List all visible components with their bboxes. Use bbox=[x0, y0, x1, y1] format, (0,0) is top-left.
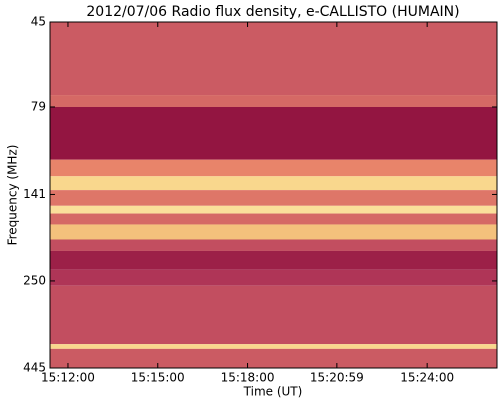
y-tick-label: 445 bbox=[23, 361, 46, 375]
spectrum-band bbox=[50, 106, 497, 160]
plot-area bbox=[50, 22, 497, 368]
x-tick-label: 15:24:00 bbox=[400, 371, 454, 385]
y-tick-label: 45 bbox=[31, 15, 46, 29]
x-tick-label: 15:20:59 bbox=[310, 371, 364, 385]
chart-title: 2012/07/06 Radio flux density, e-CALLIST… bbox=[86, 4, 459, 20]
spectrum-band bbox=[50, 239, 497, 251]
spectrum-band bbox=[50, 269, 497, 286]
spectrum-band bbox=[50, 95, 497, 107]
y-tick-label: 250 bbox=[23, 273, 46, 287]
spectrum-band bbox=[50, 348, 497, 368]
y-axis-label: Frequency (MHz) bbox=[6, 145, 20, 246]
y-tick-label: 141 bbox=[23, 187, 46, 201]
x-tick-label: 15:15:00 bbox=[131, 371, 185, 385]
spectrum-band bbox=[50, 344, 497, 349]
x-tick-label: 15:12:00 bbox=[41, 371, 95, 385]
x-tick-label: 15:18:00 bbox=[221, 371, 275, 385]
x-axis-label: Time (UT) bbox=[243, 385, 303, 399]
spectrum-band bbox=[50, 176, 497, 191]
spectrum-band bbox=[50, 205, 497, 214]
spectrum-band bbox=[50, 285, 497, 345]
spectrum-band bbox=[50, 22, 497, 96]
y-tick-label: 79 bbox=[31, 99, 46, 113]
spectrum-band bbox=[50, 213, 497, 225]
spectrum-band bbox=[50, 159, 497, 177]
plot-frame bbox=[49, 21, 498, 369]
spectrum-band bbox=[50, 190, 497, 206]
spectrum-band bbox=[50, 224, 497, 240]
spectrum-band bbox=[50, 250, 497, 270]
